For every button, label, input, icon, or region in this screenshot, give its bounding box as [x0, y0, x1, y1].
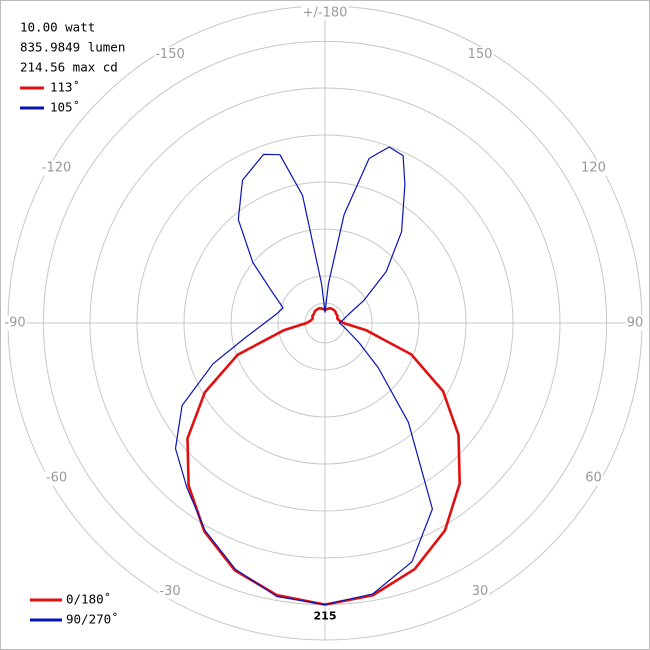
annotation: 214.56 max cd [20, 60, 118, 75]
angle-tick-label: 60 [585, 471, 602, 486]
legend-label: 113˚ [50, 80, 80, 95]
angle-tick: -30 [158, 583, 182, 599]
label-bg [625, 315, 645, 331]
angle-tick: -60 [44, 470, 69, 486]
angle-tick-label: -90 [4, 316, 25, 331]
angle-tick: 90 [625, 315, 645, 331]
curve [174, 146, 433, 606]
angle-tick: 60 [584, 470, 603, 486]
r-tick-label: 215 [314, 610, 337, 623]
label-bg [40, 160, 73, 176]
curves [174, 146, 461, 606]
legend-label: 90/270˚ [66, 612, 119, 627]
legend: 10.00 watt 835.9849 lumen 214.56 max cd 113… [20, 20, 125, 627]
label-bg [580, 160, 607, 176]
label-bg [466, 47, 494, 63]
angle-tick-label: -60 [46, 471, 67, 486]
angle-tick: 30 [470, 583, 490, 599]
angle-tick-label: 120 [581, 161, 606, 176]
angle-tick-label: 150 [468, 47, 493, 62]
angle-tick: 120 [580, 160, 607, 176]
angle-tick-label: -150 [155, 47, 185, 62]
label-bg [154, 47, 186, 63]
angle-tick: +/-180 [301, 5, 349, 21]
angle-tick-label: 30 [472, 584, 489, 599]
angle-ticks: 215 +/-180 150 120 90 60 30 -30 -60 -90 -120 -150 [3, 5, 645, 623]
angle-tick: -90 [3, 315, 27, 331]
legend-label: 0/180˚ [66, 592, 111, 607]
angle-tick: -150 [154, 47, 186, 63]
angle-tick-label: -30 [159, 584, 180, 599]
annotation: 835.9849 lumen [20, 40, 125, 55]
label-bg [44, 470, 69, 486]
legend-label: 105˚ [50, 100, 80, 115]
angle-tick-label: +/-180 [303, 6, 348, 21]
annotation: 10.00 watt [20, 20, 95, 35]
label-bg [584, 470, 603, 486]
angle-tick-label: 90 [627, 316, 644, 331]
angle-tick-label: -120 [42, 161, 72, 176]
angle-tick: -120 [40, 160, 73, 176]
label-bg [158, 583, 182, 599]
label-bg [470, 583, 490, 599]
label-bg [301, 5, 349, 21]
angle-tick: 150 [466, 47, 494, 63]
label-bg [3, 315, 27, 331]
